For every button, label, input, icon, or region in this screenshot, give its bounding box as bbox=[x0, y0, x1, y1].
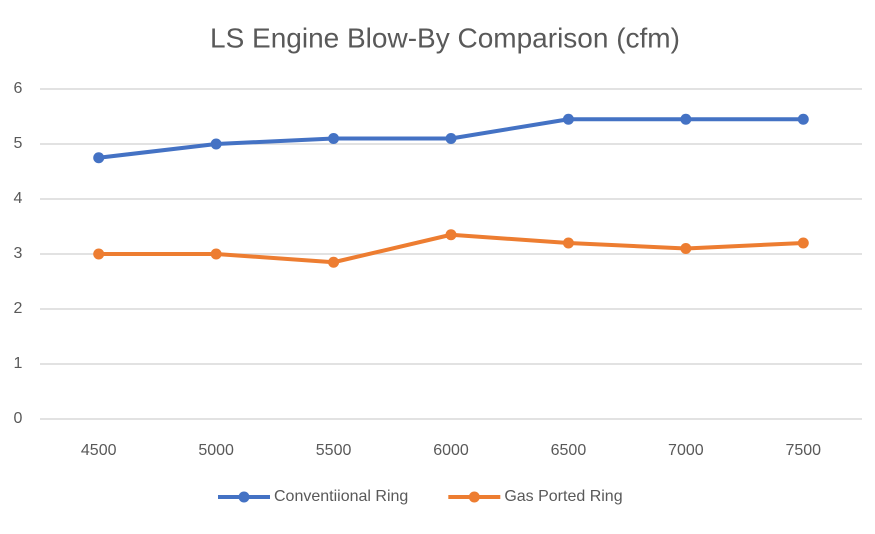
data-point bbox=[210, 248, 222, 260]
x-tick-label: 6000 bbox=[433, 442, 469, 459]
legend-marker bbox=[238, 491, 250, 503]
data-point bbox=[210, 138, 222, 150]
data-point bbox=[328, 256, 340, 268]
data-point bbox=[445, 133, 457, 144]
x-tick-label: 6500 bbox=[551, 442, 587, 459]
y-tick-label: 2 bbox=[14, 300, 23, 317]
x-tick-label: 7500 bbox=[785, 442, 821, 459]
y-tick-label: 3 bbox=[14, 245, 23, 262]
data-point bbox=[562, 113, 574, 125]
data-point bbox=[93, 248, 105, 260]
legend-label: Conventiional Ring bbox=[274, 488, 408, 505]
y-tick-label: 4 bbox=[14, 190, 23, 207]
legend-label: Gas Ported Ring bbox=[504, 488, 622, 505]
x-tick-label: 7000 bbox=[668, 442, 704, 459]
x-tick-label: 5500 bbox=[316, 442, 352, 459]
data-point bbox=[445, 229, 457, 241]
x-tick-label: 5000 bbox=[198, 442, 234, 459]
chart-title: LS Engine Blow-By Comparison (cfm) bbox=[210, 22, 680, 53]
y-tick-label: 0 bbox=[14, 410, 23, 427]
data-point bbox=[93, 152, 105, 164]
y-tick-label: 1 bbox=[14, 355, 23, 372]
data-point bbox=[328, 133, 340, 144]
data-point bbox=[797, 113, 809, 125]
y-tick-label: 5 bbox=[14, 135, 23, 152]
data-point bbox=[562, 237, 574, 249]
legend-marker bbox=[468, 491, 480, 503]
data-point bbox=[680, 113, 692, 125]
data-point bbox=[680, 243, 692, 254]
y-tick-label: 6 bbox=[14, 80, 23, 97]
data-point bbox=[797, 237, 809, 249]
x-tick-label: 4500 bbox=[81, 442, 117, 459]
